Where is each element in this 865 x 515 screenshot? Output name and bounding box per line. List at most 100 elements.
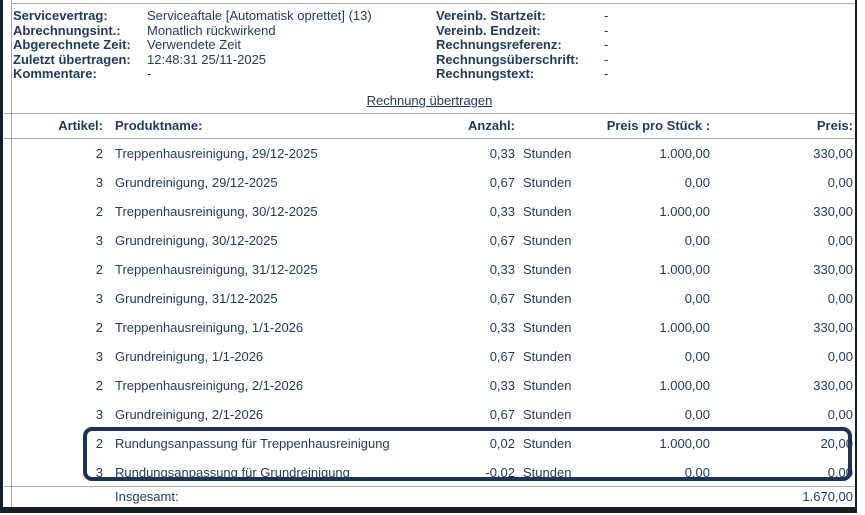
table-row: 3 Grundreinigung, 30/12-2025 0,67 Stunde… — [4, 226, 855, 255]
table-row: 2 Treppenhausreinigung, 29/12-2025 0,33 … — [4, 139, 855, 168]
transfer-invoice-row: Rechnung übertragen — [4, 88, 855, 114]
table-row: 2 Treppenhausreinigung, 31/12-2025 0,33 … — [4, 255, 855, 284]
cell-produktname: Rundungsanpassung für Grundreinigung — [115, 465, 350, 480]
cell-preis-pro-stueck: 0,00 — [684, 407, 710, 422]
line-items-table: 2 Treppenhausreinigung, 29/12-2025 0,33 … — [4, 139, 855, 487]
info-value: - — [604, 37, 609, 53]
info-label: Servicevertrag: — [13, 8, 108, 23]
cell-preis-pro-stueck: 1.000,00 — [659, 204, 710, 219]
cell-produktname: Rundungsanpassung für Treppenhausreinigu… — [115, 436, 390, 451]
info-label: Vereinb. Endzeit: — [436, 22, 541, 38]
cell-preis-pro-stueck: 1.000,00 — [659, 262, 710, 277]
cell-artikel: 2 — [95, 378, 103, 393]
header-einheit — [515, 114, 600, 138]
header-artikel: Artikel: — [58, 118, 103, 133]
info-value: - — [147, 66, 152, 82]
info-label: Abrechnungsint.: — [13, 22, 121, 38]
cell-einheit: Stunden — [523, 378, 572, 393]
info-value: Monatlich rückwirkend — [147, 22, 276, 38]
cell-produktname: Grundreinigung, 31/12-2025 — [115, 291, 278, 306]
cell-artikel: 2 — [95, 436, 103, 451]
cell-preis-pro-stueck: 0,00 — [684, 465, 710, 480]
header-produktname: Produktname: — [115, 118, 203, 133]
table-row: 2 Treppenhausreinigung, 30/12-2025 0,33 … — [4, 197, 855, 226]
info-label: Vereinb. Startzeit: — [436, 8, 546, 23]
cell-anzahl: 0,67 — [489, 291, 515, 306]
cell-preis-pro-stueck: 0,00 — [684, 291, 710, 306]
cell-artikel: 3 — [95, 233, 103, 248]
transfer-invoice-link[interactable]: Rechnung übertragen — [366, 93, 493, 108]
info-label: Rechnungsreferenz: — [436, 37, 562, 53]
table-total-row: Insgesamt: 1.670,00 — [4, 486, 855, 508]
left-border-line — [11, 0, 12, 507]
cell-preis-pro-stueck: 0,00 — [684, 175, 710, 190]
cell-preis: 330,00 — [813, 146, 853, 161]
cell-einheit: Stunden — [523, 262, 572, 277]
cell-anzahl: 0,67 — [489, 233, 515, 248]
info-value: - — [604, 51, 609, 67]
info-value: - — [604, 22, 609, 38]
table-row: 3 Grundreinigung, 31/12-2025 0,67 Stunde… — [4, 284, 855, 313]
cell-artikel: 3 — [95, 291, 103, 306]
cell-preis: 0,00 — [827, 349, 853, 364]
info-label: Zuletzt übertragen: — [13, 51, 131, 67]
cell-einheit: Stunden — [523, 146, 572, 161]
table-row: 2 Treppenhausreinigung, 2/1-2026 0,33 St… — [4, 371, 855, 400]
cell-anzahl: 0,33 — [489, 146, 515, 161]
top-border-line — [11, 3, 855, 4]
table-row-rounding-adjustment: 3 Rundungsanpassung für Grundreinigung -… — [4, 458, 855, 487]
cell-artikel: 2 — [95, 146, 103, 161]
cell-produktname: Treppenhausreinigung, 29/12-2025 — [115, 146, 318, 161]
cell-produktname: Treppenhausreinigung, 31/12-2025 — [115, 262, 318, 277]
cell-anzahl: 0,02 — [489, 436, 515, 451]
info-field-rechnungsueberschrift: Rechnungsüberschrift: - — [436, 51, 851, 68]
cell-anzahl: 0,67 — [489, 349, 515, 364]
cell-anzahl: 0,33 — [489, 262, 515, 277]
table-row-rounding-adjustment: 2 Rundungsanpassung für Treppenhausreini… — [4, 429, 855, 458]
total-label: Insgesamt: — [115, 489, 179, 504]
table-row: 3 Grundreinigung, 29/12-2025 0,67 Stunde… — [4, 168, 855, 197]
cell-anzahl: 0,67 — [489, 407, 515, 422]
header-preis-pro-stueck: Preis pro Stück : — [606, 118, 710, 133]
table-row: 3 Grundreinigung, 1/1-2026 0,67 Stunden … — [4, 342, 855, 371]
cell-einheit: Stunden — [523, 407, 572, 422]
info-field-rechnungstext: Rechnungstext: - — [436, 67, 851, 82]
info-field-abgerechnete-zeit: Abgerechnete Zeit: Verwendete Zeit — [13, 37, 436, 53]
cell-einheit: Stunden — [523, 291, 572, 306]
cell-produktname: Treppenhausreinigung, 1/1-2026 — [115, 320, 304, 335]
cell-anzahl: -0,02 — [485, 465, 515, 480]
cell-preis-pro-stueck: 1.000,00 — [659, 378, 710, 393]
cell-preis-pro-stueck: 1.000,00 — [659, 320, 710, 335]
cell-artikel: 3 — [95, 407, 103, 422]
cell-artikel: 2 — [95, 262, 103, 277]
cell-preis: 330,00 — [813, 378, 853, 393]
info-label: Abgerechnete Zeit: — [13, 37, 131, 53]
header-preis: Preis: — [816, 118, 853, 133]
cell-preis: 0,00 — [827, 465, 853, 480]
cell-anzahl: 0,33 — [489, 378, 515, 393]
cell-artikel: 2 — [95, 204, 103, 219]
info-value: Verwendete Zeit — [147, 37, 241, 53]
info-field-abrechnungsint: Abrechnungsint.: Monatlich rückwirkend — [13, 22, 436, 39]
info-field-zuletzt-uebertragen: Zuletzt übertragen: 12:48:31 25/11-2025 — [13, 51, 436, 68]
cell-einheit: Stunden — [523, 349, 572, 364]
cell-preis-pro-stueck: 1.000,00 — [659, 436, 710, 451]
cell-preis: 0,00 — [827, 233, 853, 248]
contract-info-right-column: Vereinb. Startzeit: - Vereinb. Endzeit: - … — [436, 8, 851, 82]
cell-produktname: Treppenhausreinigung, 2/1-2026 — [115, 378, 304, 393]
cell-anzahl: 0,33 — [489, 320, 515, 335]
info-label: Kommentare: — [13, 66, 97, 82]
header-anzahl: Anzahl: — [468, 118, 515, 133]
contract-info-section: Servicevertrag: Serviceaftale [Automatisk… — [13, 8, 851, 82]
cell-preis: 0,00 — [827, 175, 853, 190]
cell-preis: 0,00 — [827, 407, 853, 422]
info-field-rechnungsreferenz: Rechnungsreferenz: - — [436, 37, 851, 53]
info-field-vereinb-startzeit: Vereinb. Startzeit: - — [436, 8, 851, 24]
table-header-row: Artikel: Produktname: Anzahl: Preis pro … — [4, 114, 855, 139]
cell-anzahl: 0,67 — [489, 175, 515, 190]
cell-preis: 330,00 — [813, 262, 853, 277]
cell-einheit: Stunden — [523, 436, 572, 451]
info-value: Serviceaftale [Automatisk oprettet] (13) — [147, 8, 372, 23]
cell-einheit: Stunden — [523, 233, 572, 248]
